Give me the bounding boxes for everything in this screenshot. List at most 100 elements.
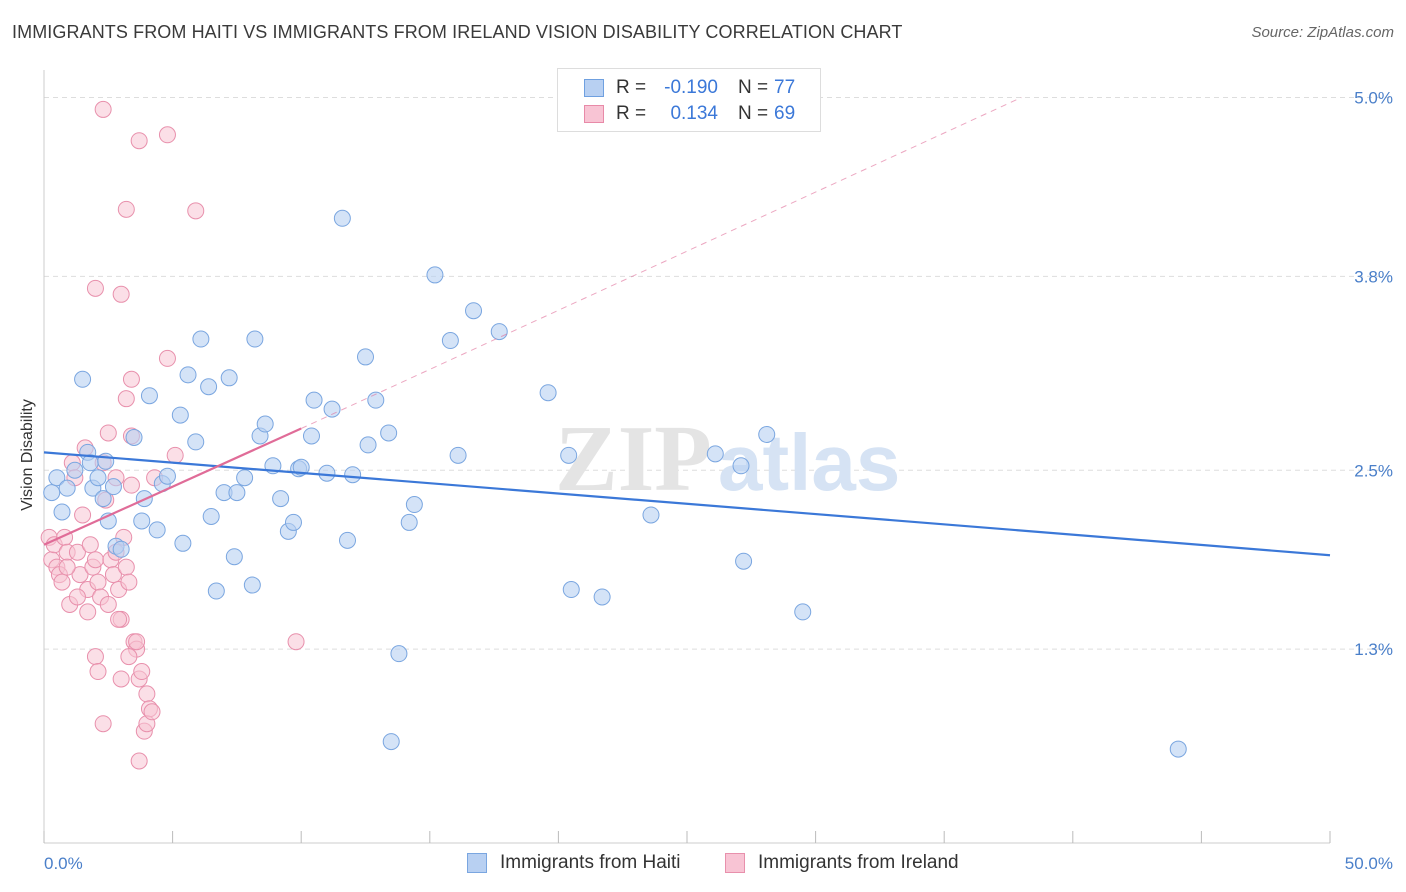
haiti-point [302, 427, 320, 445]
ireland-point [86, 279, 104, 297]
ireland-points [40, 100, 305, 770]
haiti-point [112, 540, 130, 558]
haiti-point [246, 330, 264, 348]
haiti-point [562, 581, 580, 599]
ireland-point [117, 200, 135, 218]
ireland-point [130, 752, 148, 770]
ireland-point [94, 715, 112, 733]
haiti-point [174, 534, 192, 552]
ireland-point [158, 126, 176, 144]
ireland-point [138, 685, 156, 703]
y-tick-label: 1.3% [1354, 640, 1393, 659]
haiti-point [225, 548, 243, 566]
ireland-point [71, 566, 89, 584]
haiti-point [560, 446, 578, 464]
haiti-point [272, 490, 290, 508]
ireland-point [94, 100, 112, 118]
haiti-point [380, 424, 398, 442]
ireland-point [99, 424, 117, 442]
haiti-point [390, 645, 408, 663]
haiti-point [202, 507, 220, 525]
r-label: R = [616, 103, 647, 124]
y-axis-label: Vision Disability [19, 399, 36, 511]
ireland-point [120, 648, 138, 666]
haiti-point [66, 461, 84, 479]
haiti-point [333, 209, 351, 227]
haiti-point [58, 479, 76, 497]
haiti-point [292, 458, 310, 476]
haiti-point [449, 446, 467, 464]
ireland-point [104, 566, 122, 584]
ireland-point [86, 551, 104, 569]
haiti-point [735, 552, 753, 570]
haiti-point [284, 513, 302, 531]
haiti-point [490, 323, 508, 341]
ireland-point [143, 703, 161, 721]
haiti-point [125, 428, 143, 446]
ireland-point [130, 132, 148, 150]
haiti-point [179, 366, 197, 384]
ireland-point [187, 202, 205, 220]
haiti-point [187, 433, 205, 451]
ireland-point [158, 349, 176, 367]
haiti-point [148, 521, 166, 539]
haiti-point [400, 513, 418, 531]
legend-item-ireland[interactable]: Immigrants from Ireland [725, 852, 959, 874]
haiti-point [256, 415, 274, 433]
ireland-trend-extension [300, 97, 1022, 429]
haiti-point [228, 484, 246, 502]
haiti-point [338, 531, 356, 549]
haiti-point [104, 478, 122, 496]
haiti-point [207, 582, 225, 600]
haiti-point [732, 457, 750, 475]
haiti-point [642, 506, 660, 524]
ireland-trend-line [43, 427, 302, 546]
ireland-point [99, 595, 117, 613]
haiti-point [344, 466, 362, 484]
gridlines [44, 97, 1390, 650]
legend-swatch-ireland [725, 853, 745, 873]
n-label: N = [738, 103, 769, 124]
ireland-point [287, 633, 305, 651]
haiti-point [539, 384, 557, 402]
legend-swatch-haiti [467, 853, 487, 873]
r-value-ireland: 0.134 [670, 103, 718, 124]
haiti-point [158, 467, 176, 485]
haiti-point [426, 266, 444, 284]
n-value-haiti: 77 [774, 77, 796, 98]
haiti-points [43, 209, 1187, 758]
legend-row-ireland: R = 0.134 N = 69 [584, 102, 795, 126]
legend-item-haiti[interactable]: Immigrants from Haiti [467, 852, 681, 874]
ireland-point [89, 573, 107, 591]
source-label: Source: ZipAtlas.com [1251, 24, 1394, 41]
legend-label-haiti: Immigrants from Haiti [500, 852, 681, 873]
haiti-point [97, 452, 115, 470]
x-tick-label: 0.0% [44, 854, 83, 873]
legend-swatch-ireland [584, 105, 604, 123]
haiti-point [359, 436, 377, 454]
r-label: R = [616, 77, 647, 98]
ireland-point [112, 670, 130, 688]
haiti-point [305, 391, 323, 409]
ireland-point [79, 603, 97, 621]
haiti-point [236, 469, 254, 487]
ireland-point [128, 633, 146, 651]
haiti-point [318, 464, 336, 482]
haiti-point [200, 378, 218, 396]
haiti-point [323, 400, 341, 418]
ireland-point [89, 663, 107, 681]
ireland-point [122, 370, 140, 388]
trend-lines [43, 97, 1331, 557]
ireland-point [133, 663, 151, 681]
ireland-point [120, 573, 138, 591]
haiti-point [48, 469, 66, 487]
haiti-point [74, 370, 92, 388]
n-label: N = [738, 77, 769, 98]
ireland-point [86, 648, 104, 666]
haiti-point [593, 588, 611, 606]
ireland-point [166, 446, 184, 464]
haiti-point [43, 484, 61, 502]
legend-row-haiti: R = -0.190 N = 77 [584, 76, 795, 100]
ireland-point [53, 573, 71, 591]
